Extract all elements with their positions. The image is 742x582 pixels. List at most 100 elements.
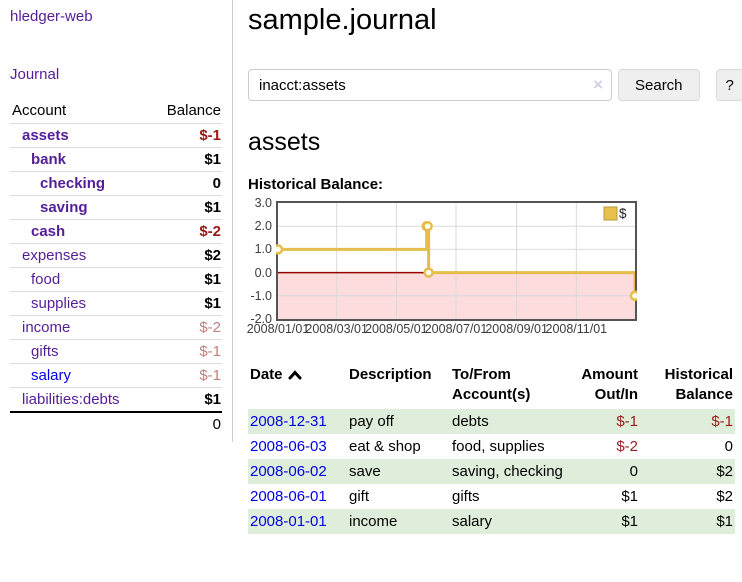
account-link-expenses[interactable]: expenses <box>22 247 87 264</box>
account-row: expenses $2 <box>10 243 222 268</box>
transaction-row: 2008-01-01 income salary $1 $1 <box>248 509 735 534</box>
chart-plot-area: $ <box>276 201 637 321</box>
date-column-header[interactable]: Date <box>248 363 347 409</box>
accounts-column-header: To/From Account(s) <box>452 366 531 403</box>
balance-column-header-register: Historical Balance <box>664 366 733 403</box>
transaction-description: gift <box>349 488 370 505</box>
transaction-balance: $-1 <box>711 413 733 430</box>
data-point-marker <box>422 220 433 232</box>
x-axis-tick-label: 2008/05/01 <box>365 322 428 336</box>
transaction-date-link[interactable]: 2008-06-01 <box>250 488 327 505</box>
transaction-accounts: debts <box>452 413 489 430</box>
account-balance: $1 <box>149 387 222 412</box>
x-axis-tick-label: 2008/09/01 <box>485 322 548 336</box>
x-axis-tick-label: 2008/11/01 <box>545 322 608 336</box>
y-axis-tick-label: 0.0 <box>254 265 272 280</box>
balance-column-header: Balance <box>166 102 221 119</box>
transaction-balance: 0 <box>724 438 733 455</box>
y-axis-tick-label: 2.0 <box>254 219 272 234</box>
account-row: gifts $-1 <box>10 339 222 364</box>
transaction-accounts: gifts <box>452 488 480 505</box>
account-row: liabilities:debts $1 <box>10 387 222 412</box>
transaction-row: 2008-06-02 save saving, checking 0 $2 <box>248 459 735 484</box>
transaction-date-link[interactable]: 2008-06-03 <box>250 438 327 455</box>
account-link-supplies[interactable]: supplies <box>31 295 87 312</box>
account-link-bank[interactable]: bank <box>31 151 67 168</box>
transaction-date-link[interactable]: 2008-06-02 <box>250 463 327 480</box>
x-axis-tick-label: 2008/01/01 <box>246 322 310 336</box>
transaction-amount: $1 <box>621 513 638 530</box>
account-balance: $1 <box>149 195 222 220</box>
transaction-description: save <box>349 463 381 480</box>
account-link-assets[interactable]: assets <box>22 127 69 144</box>
account-balance: $1 <box>149 267 222 292</box>
transaction-row: 2008-06-01 gift gifts $1 $2 <box>248 484 735 509</box>
data-point-marker <box>423 267 434 278</box>
account-link-liabilities-debts[interactable]: liabilities:debts <box>22 391 120 408</box>
account-row: food $1 <box>10 267 222 292</box>
account-balance: $-1 <box>149 363 222 388</box>
historical-balance-chart: $3.0 2.0 1.0 0.0 -1.0 -2.0 2008/01/01 2008/03/0… <box>244 196 742 343</box>
app-title-link[interactable]: hledger-web <box>10 8 93 25</box>
transaction-amount: $-1 <box>616 413 638 430</box>
account-column-header: Account <box>12 102 67 119</box>
transaction-accounts: saving, checking <box>452 463 563 480</box>
transaction-amount: 0 <box>629 463 638 480</box>
amount-column-header: Amount Out/In <box>581 366 638 403</box>
account-row: saving $1 <box>10 195 222 220</box>
transaction-date-link[interactable]: 2008-01-01 <box>250 513 327 530</box>
account-link-checking[interactable]: checking <box>40 175 106 192</box>
y-axis-tick-label: -1.0 <box>250 288 272 303</box>
search-button[interactable]: Search <box>618 69 700 101</box>
account-link-saving[interactable]: saving <box>40 199 88 216</box>
search-input[interactable] <box>248 69 612 101</box>
data-point-marker <box>276 244 284 255</box>
transaction-row: 2008-12-31 pay off debts $-1 $-1 <box>248 409 735 434</box>
register-table: Date Description To/From Account(s) Amou… <box>248 363 735 534</box>
transaction-balance: $2 <box>716 488 733 505</box>
transaction-amount: $-2 <box>616 438 638 455</box>
account-link-income[interactable]: income <box>22 319 71 336</box>
account-balance: $2 <box>149 243 222 268</box>
data-point-marker <box>629 290 637 302</box>
y-axis-tick-label: -2.0 <box>250 312 272 326</box>
search-input-wrap: × <box>248 69 612 101</box>
account-balance: $-1 <box>149 339 222 364</box>
x-axis-tick-label: 2008/07/01 <box>424 322 488 336</box>
transaction-balance: $2 <box>716 463 733 480</box>
account-balance: $-1 <box>149 123 222 148</box>
transaction-balance: $1 <box>716 513 733 530</box>
account-balance: $1 <box>149 291 222 316</box>
transaction-accounts: salary <box>452 513 493 530</box>
sort-ascending-icon <box>288 366 302 386</box>
account-balance: $-2 <box>149 219 222 244</box>
account-link-gifts[interactable]: gifts <box>31 343 59 360</box>
account-balance-table: Account Balance assets $-1 bank $1 checking 0… <box>10 99 222 436</box>
account-row: checking 0 <box>10 171 222 196</box>
legend-label: $ <box>619 206 627 221</box>
account-link-food[interactable]: food <box>31 271 61 288</box>
transaction-row: 2008-06-03 eat & shop food, supplies $-2 0 <box>248 434 735 459</box>
transaction-description: pay off <box>349 413 394 430</box>
legend-swatch <box>603 206 618 221</box>
main-content: sample.journal × Search ? assets Histori… <box>233 0 742 534</box>
account-balance: $-2 <box>149 315 222 340</box>
page: hledger-web Journal Account Balance asse… <box>0 0 742 534</box>
account-heading: assets <box>248 128 321 156</box>
transaction-description: eat & shop <box>349 438 421 455</box>
chart-title: Historical Balance: <box>248 176 384 193</box>
clear-search-icon[interactable]: × <box>593 75 603 94</box>
account-row: income $-2 <box>10 315 222 340</box>
transaction-amount: $1 <box>621 488 638 505</box>
account-row: bank $1 <box>10 147 222 172</box>
help-button[interactable]: ? <box>715 69 742 101</box>
account-link-salary[interactable]: salary <box>31 367 72 384</box>
y-axis-tick-label: 3.0 <box>254 196 272 210</box>
account-balance: $1 <box>149 147 222 172</box>
transaction-date-link[interactable]: 2008-12-31 <box>250 413 327 430</box>
sidebar: hledger-web Journal Account Balance asse… <box>0 0 233 442</box>
accounts-total-row: 0 <box>10 411 222 436</box>
journal-link[interactable]: Journal <box>10 66 60 83</box>
account-link-cash[interactable]: cash <box>31 223 66 240</box>
description-column-header: Description <box>349 366 432 383</box>
